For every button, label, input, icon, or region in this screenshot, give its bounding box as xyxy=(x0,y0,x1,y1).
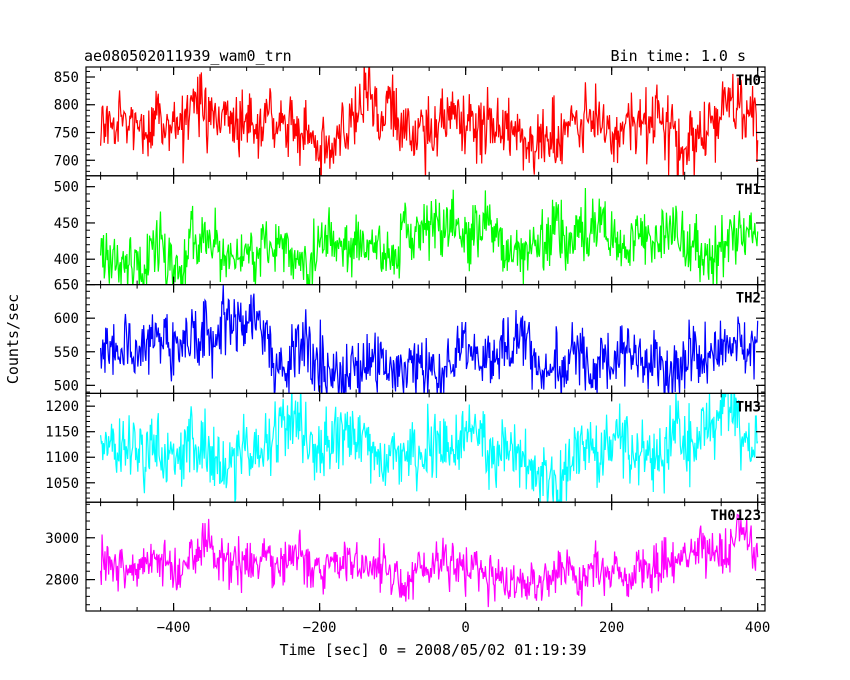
panel-frame-th3 xyxy=(85,392,766,503)
x-tick-label: 0 xyxy=(461,620,469,636)
panel-th0: 700 750 800 850 TH0 xyxy=(54,66,766,177)
y-tick-label-th3: 1200 xyxy=(45,399,79,415)
series-line-th3 xyxy=(100,393,759,503)
y-tick-label-th2: 550 xyxy=(54,345,79,361)
series-label-th3: TH3 xyxy=(736,399,761,415)
y-tick-label-th2: 500 xyxy=(54,378,79,394)
panel-th1: 400 450 500 TH1 xyxy=(54,175,766,286)
series-label-th2: TH2 xyxy=(736,291,761,307)
y-tick-label-th0: 850 xyxy=(54,70,79,86)
object-name-title: ae080502011939_wam0_trn xyxy=(84,47,292,65)
y-tick-label-th2: 650 xyxy=(54,278,79,294)
panel-th0123: 2800 3000 TH0123 xyxy=(45,501,766,612)
y-tick-label-th3: 1150 xyxy=(45,425,79,441)
y-tick-label-th0123: 3000 xyxy=(45,531,79,547)
y-tick-label-th3: 1100 xyxy=(45,450,79,466)
series-label-th0: TH0 xyxy=(736,73,761,89)
x-tick-label: −200 xyxy=(303,620,337,636)
x-axis: −400 −200 0 200 400 xyxy=(157,620,771,636)
y-tick-label-th2: 600 xyxy=(54,311,79,327)
bin-time-label: Bin time: 1.0 s xyxy=(611,47,746,65)
x-tick-label: 200 xyxy=(599,620,624,636)
y-tick-label-th1: 450 xyxy=(54,216,79,232)
y-tick-label-th0: 750 xyxy=(54,126,79,142)
panel-th2: 500 550 600 650 TH2 xyxy=(54,278,766,394)
y-tick-label-th1: 400 xyxy=(54,252,79,268)
panel-th3: 1050 1100 1150 1200 TH3 xyxy=(45,392,766,503)
series-label-th0123: TH0123 xyxy=(710,508,761,524)
x-axis-label: Time [sec] 0 = 2008/05/02 01:19:39 xyxy=(279,641,586,659)
y-tick-label-th3: 1050 xyxy=(45,476,79,492)
series-label-th1: TH1 xyxy=(736,182,761,198)
series-line-th0 xyxy=(100,67,759,176)
series-line-th1 xyxy=(100,187,759,285)
panel-frame-th0123 xyxy=(85,501,766,612)
y-axis-label: Counts/sec xyxy=(4,294,22,384)
panels-group: 700 750 800 850 TH0 400 450 500 TH1 500 550 600 650 T… xyxy=(45,66,766,612)
y-tick-label-th0: 700 xyxy=(54,153,79,169)
series-line-th2 xyxy=(100,284,759,394)
y-tick-label-th0123: 2800 xyxy=(45,573,79,589)
y-tick-label-th1: 500 xyxy=(54,180,79,196)
y-tick-label-th0: 800 xyxy=(54,98,79,114)
x-tick-label: −400 xyxy=(157,620,191,636)
x-tick-label: 400 xyxy=(745,620,770,636)
series-line-th0123 xyxy=(100,513,759,608)
